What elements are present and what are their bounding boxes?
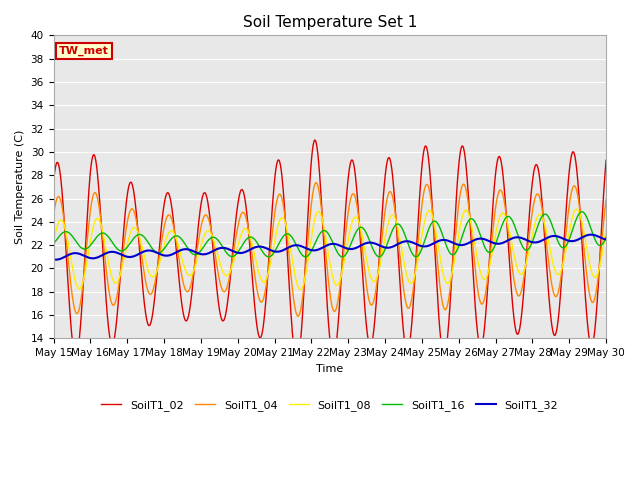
SoilT1_16 bbox=[50, 241, 58, 247]
Title: Soil Temperature Set 1: Soil Temperature Set 1 bbox=[243, 15, 417, 30]
Line: SoilT1_16: SoilT1_16 bbox=[54, 212, 606, 257]
SoilT1_08 bbox=[159, 247, 167, 252]
SoilT1_02 bbox=[417, 184, 424, 190]
SoilT1_02 bbox=[488, 209, 496, 215]
SoilT1_32 bbox=[173, 249, 180, 255]
SoilT1_02 bbox=[173, 248, 180, 254]
SoilT1_16 bbox=[488, 248, 496, 254]
SoilT1_04 bbox=[173, 240, 180, 245]
SoilT1_04 bbox=[234, 222, 242, 228]
SoilT1_08 bbox=[573, 206, 580, 212]
SoilT1_02 bbox=[602, 157, 610, 163]
SoilT1_02 bbox=[234, 199, 242, 204]
SoilT1_08 bbox=[537, 212, 545, 218]
Line: SoilT1_32: SoilT1_32 bbox=[54, 235, 606, 260]
SoilT1_02 bbox=[159, 210, 167, 216]
SoilT1_32 bbox=[50, 256, 58, 262]
SoilT1_08 bbox=[173, 236, 180, 242]
SoilT1_32 bbox=[602, 237, 610, 242]
SoilT1_08 bbox=[602, 227, 610, 232]
SoilT1_04 bbox=[294, 313, 302, 319]
SoilT1_32 bbox=[235, 250, 243, 256]
SoilT1_04 bbox=[50, 213, 58, 218]
Line: SoilT1_08: SoilT1_08 bbox=[54, 209, 606, 289]
Line: SoilT1_02: SoilT1_02 bbox=[54, 140, 606, 362]
SoilT1_32 bbox=[537, 238, 545, 244]
SoilT1_08 bbox=[234, 241, 242, 247]
SoilT1_32 bbox=[588, 232, 595, 238]
SoilT1_16 bbox=[159, 247, 167, 253]
X-axis label: Time: Time bbox=[316, 364, 344, 374]
SoilT1_02 bbox=[311, 137, 319, 143]
SoilT1_02 bbox=[293, 360, 301, 365]
SoilT1_32 bbox=[488, 240, 496, 245]
Line: SoilT1_04: SoilT1_04 bbox=[54, 183, 606, 316]
SoilT1_08 bbox=[416, 245, 424, 251]
Legend: SoilT1_02, SoilT1_04, SoilT1_08, SoilT1_16, SoilT1_32: SoilT1_02, SoilT1_04, SoilT1_08, SoilT1_… bbox=[97, 396, 563, 415]
SoilT1_04 bbox=[538, 201, 545, 207]
Text: TW_met: TW_met bbox=[59, 46, 109, 56]
SoilT1_02 bbox=[50, 179, 58, 184]
SoilT1_16 bbox=[537, 216, 545, 221]
SoilT1_16 bbox=[234, 249, 242, 254]
SoilT1_04 bbox=[159, 230, 167, 236]
SoilT1_02 bbox=[538, 190, 545, 196]
Y-axis label: Soil Temperature (C): Soil Temperature (C) bbox=[15, 130, 25, 244]
SoilT1_16 bbox=[602, 234, 610, 240]
SoilT1_32 bbox=[416, 243, 424, 249]
SoilT1_16 bbox=[173, 233, 180, 239]
SoilT1_08 bbox=[296, 287, 304, 292]
SoilT1_16 bbox=[339, 254, 346, 260]
SoilT1_32 bbox=[159, 252, 167, 258]
SoilT1_04 bbox=[488, 231, 496, 237]
SoilT1_16 bbox=[416, 250, 424, 256]
SoilT1_32 bbox=[52, 257, 60, 263]
SoilT1_04 bbox=[602, 196, 610, 202]
SoilT1_04 bbox=[312, 180, 320, 186]
SoilT1_16 bbox=[578, 209, 586, 215]
SoilT1_04 bbox=[417, 217, 424, 223]
SoilT1_08 bbox=[488, 251, 496, 257]
SoilT1_08 bbox=[50, 240, 58, 245]
